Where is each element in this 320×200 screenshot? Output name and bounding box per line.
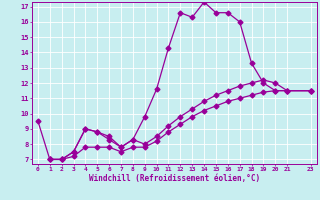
X-axis label: Windchill (Refroidissement éolien,°C): Windchill (Refroidissement éolien,°C) bbox=[89, 174, 260, 183]
